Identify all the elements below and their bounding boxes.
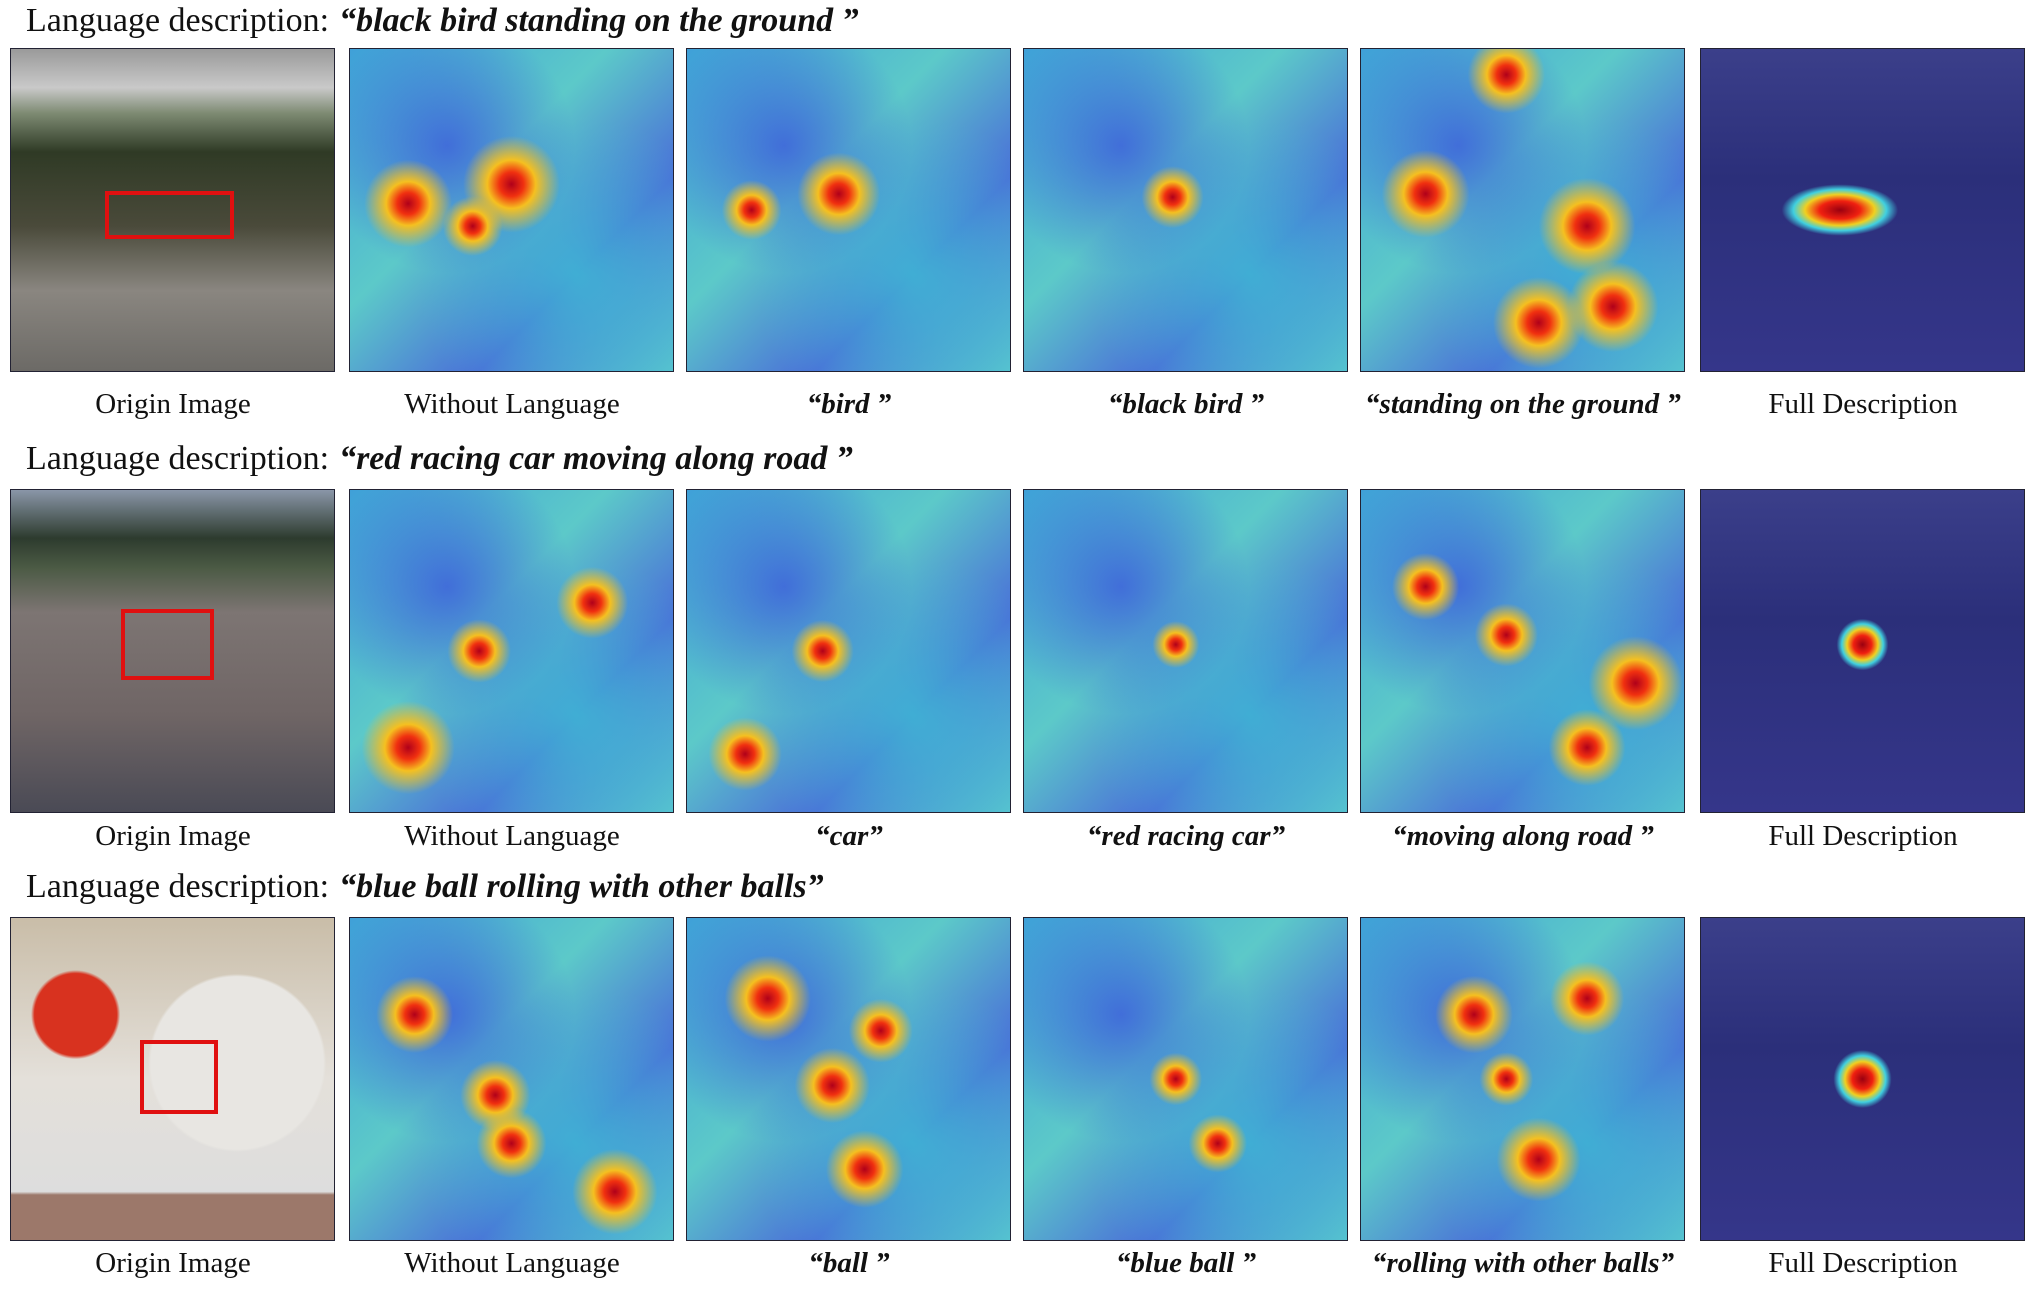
- description: Language description: “blue ball rolling …: [26, 868, 824, 906]
- caption: “ball ”: [808, 1247, 890, 1279]
- caption: “rolling with other balls”: [1371, 1247, 1675, 1279]
- target-box: [120, 609, 215, 680]
- heatmap: [349, 48, 674, 372]
- origin-image: [10, 48, 335, 372]
- heatmap: [1700, 48, 2025, 372]
- heatmap: [1360, 917, 1685, 1241]
- description: Language description: “black bird standin…: [26, 2, 859, 40]
- heatmap: [686, 489, 1011, 813]
- caption: “bird ”: [806, 388, 892, 420]
- caption: Origin Image: [95, 820, 251, 852]
- caption: Without Language: [404, 1247, 620, 1279]
- caption: Full Description: [1768, 1247, 1958, 1279]
- heatmap: [1023, 489, 1348, 813]
- description-query: “black bird standing on the ground ”: [339, 2, 859, 39]
- caption: Origin Image: [95, 388, 251, 420]
- heatmap: [1700, 917, 2025, 1241]
- target-box: [104, 190, 234, 239]
- origin-image: [10, 489, 335, 813]
- caption: “standing on the ground ”: [1365, 388, 1681, 420]
- description-prefix: Language description:: [26, 868, 330, 905]
- heatmap: [1360, 489, 1685, 813]
- heatmap: [686, 917, 1011, 1241]
- caption: “car”: [815, 820, 883, 852]
- caption: Origin Image: [95, 1247, 251, 1279]
- heatmap: [1023, 917, 1348, 1241]
- origin-image: [10, 917, 335, 1241]
- caption: “black bird ”: [1107, 388, 1265, 420]
- caption: “blue ball ”: [1115, 1247, 1257, 1279]
- target-box: [140, 1040, 218, 1115]
- caption: “red racing car”: [1086, 820, 1286, 852]
- caption: Full Description: [1768, 820, 1958, 852]
- caption: Without Language: [404, 388, 620, 420]
- heatmap: [1700, 489, 2025, 813]
- description-query: “blue ball rolling with other balls”: [339, 868, 824, 905]
- heatmap: [349, 917, 674, 1241]
- heatmap: [1023, 48, 1348, 372]
- caption: Full Description: [1768, 388, 1958, 420]
- caption: Without Language: [404, 820, 620, 852]
- description-prefix: Language description:: [26, 440, 330, 477]
- heatmap: [349, 489, 674, 813]
- description-prefix: Language description:: [26, 2, 330, 39]
- description-query: “red racing car moving along road ”: [339, 440, 853, 477]
- heatmap: [1360, 48, 1685, 372]
- heatmap: [686, 48, 1011, 372]
- description: Language description: “red racing car mov…: [26, 440, 853, 478]
- caption: “moving along road ”: [1392, 820, 1654, 852]
